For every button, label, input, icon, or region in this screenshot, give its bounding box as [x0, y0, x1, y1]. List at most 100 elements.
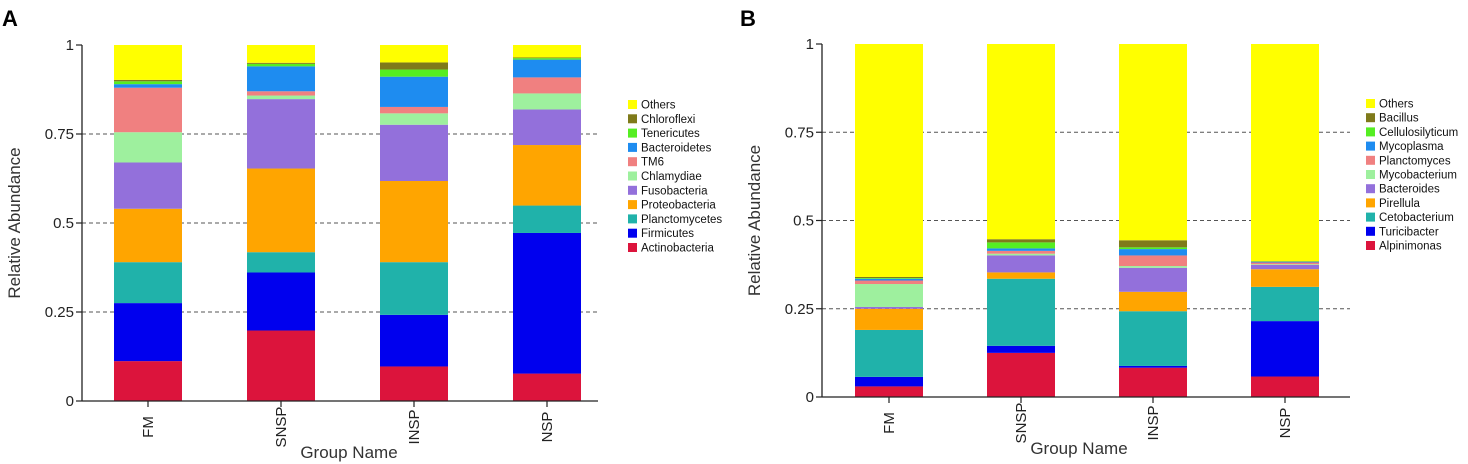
- panel-b-segment-fm-bacteroides: [855, 306, 923, 309]
- panel-b-legend-label-cellulosilyticum: Cellulosilyticum: [1379, 127, 1458, 139]
- panel-a-segment-nsp-proteobacteria: [513, 145, 581, 206]
- panel-a-legend-label-proteobacteria: Proteobacteria: [641, 200, 716, 212]
- panel-b-segment-nsp-mycobacterium: [1251, 264, 1319, 265]
- panel-b-legend-label-mycoplasma: Mycoplasma: [1379, 141, 1444, 153]
- panel-b-y-tick-label: 1: [806, 36, 814, 53]
- panel-a-segment-snsp-planctomycetes: [247, 252, 315, 273]
- panel-a-segment-insp-chlamydiae: [380, 113, 448, 125]
- panel-a-x-tick-label: NSP: [539, 412, 556, 443]
- panel-b-segment-nsp-pirellula: [1251, 269, 1319, 287]
- panel-b-segment-nsp-others: [1251, 44, 1319, 262]
- panel-a-segment-nsp-chlamydiae: [513, 93, 581, 110]
- panel-b-x-tick-label: INSP: [1145, 405, 1162, 440]
- panel-a-segment-fm-tm6: [114, 87, 182, 133]
- panel-a-segment-snsp-tenericutes: [247, 63, 315, 67]
- panel-a-segment-snsp-actinobacteria: [247, 330, 315, 401]
- panel-b-legend-label-mycobacterium: Mycobacterium: [1379, 170, 1457, 182]
- panel-a-legend-swatch-tenericutes: [628, 128, 637, 138]
- panel-a-legend: Others Chloroflexi Tenericutes Bacteroidete…: [628, 100, 722, 255]
- panel-a-bar-snsp: [247, 45, 315, 401]
- panel-a-segment-insp-bacteroidetes: [380, 76, 448, 107]
- panel-b-letter: B: [740, 6, 756, 31]
- panel-a: A 0 0.25 0.5 0.75 1 FM SNSP INSP NSP Group Name Rel…: [2, 6, 722, 462]
- panel-b-segment-snsp-turicibacter: [987, 345, 1055, 353]
- panel-b-segment-nsp-turicibacter: [1251, 321, 1319, 377]
- panel-a-segment-snsp-tm6: [247, 91, 315, 96]
- panel-a-legend-swatch-firmicutes: [628, 228, 637, 238]
- panel-b-bar-fm: [855, 44, 923, 397]
- panel-b-y-tick-label: 0.5: [793, 213, 814, 230]
- panel-b-legend-swatch-mycobacterium: [1366, 170, 1375, 179]
- panel-a-y-tick-label: 0.25: [45, 304, 74, 321]
- panel-b-segment-snsp-bacteroides: [987, 255, 1055, 273]
- panel-b-bar-nsp: [1251, 44, 1319, 397]
- panel-b-legend-swatch-mycoplasma: [1366, 141, 1375, 151]
- panel-b-segment-fm-mycobacterium: [855, 284, 923, 307]
- panel-b-x-tick-label: NSP: [1277, 408, 1294, 439]
- panel-b-segment-fm-cellulosilyticum: [855, 278, 923, 279]
- panel-b-segment-fm-others: [855, 44, 923, 277]
- panel-b-segment-snsp-cellulosilyticum: [987, 242, 1055, 249]
- panel-b-segment-insp-turicibacter: [1119, 365, 1187, 368]
- panel-a-segment-insp-others: [380, 45, 448, 63]
- panel-b-legend-label-bacillus: Bacillus: [1379, 113, 1419, 125]
- panel-b-segment-insp-planctomyces: [1119, 255, 1187, 267]
- panel-a-segment-fm-others: [114, 45, 182, 80]
- panel-a-segment-snsp-bacteroidetes: [247, 66, 315, 92]
- panel-b-segment-snsp-planctomyces: [987, 250, 1055, 254]
- panel-a-segment-insp-chloroflexi: [380, 62, 448, 70]
- panel-b-legend-swatch-planctomyces: [1366, 155, 1375, 165]
- panel-b-segment-insp-pirellula: [1119, 291, 1187, 312]
- panel-a-segment-insp-proteobacteria: [380, 180, 448, 263]
- panel-a-segment-nsp-firmicutes: [513, 232, 581, 374]
- panel-a-y-tick-label: 1: [66, 37, 74, 54]
- panel-a-segment-fm-bacteroidetes: [114, 84, 182, 88]
- panel-b-x-axis-title: Group Name: [1030, 439, 1127, 458]
- panel-b-segment-snsp-mycobacterium: [987, 253, 1055, 256]
- panel-a-y-tick-label: 0.5: [53, 215, 74, 232]
- panel-b-segment-snsp-others: [987, 44, 1055, 240]
- panel-b-segment-nsp-planctomyces: [1251, 262, 1319, 265]
- panel-a-legend-label-tenericutes: Tenericutes: [641, 128, 700, 140]
- panel-a-segment-nsp-others: [513, 45, 581, 58]
- panel-a-legend-swatch-chloroflexi: [628, 114, 637, 124]
- panel-a-segment-insp-actinobacteria: [380, 366, 448, 401]
- panel-a-legend-label-chlamydiae: Chlamydiae: [641, 171, 702, 183]
- panel-b-segment-snsp-mycoplasma: [987, 248, 1055, 251]
- panel-a-x-tick-label: INSP: [406, 409, 423, 444]
- panel-b-y-tick-label: 0.75: [785, 124, 814, 141]
- panel-a-legend-label-others: Others: [641, 100, 676, 112]
- panel-a-segment-insp-planctomycetes: [380, 262, 448, 315]
- panel-a-segment-snsp-fusobacteria: [247, 99, 315, 169]
- panel-a-segment-nsp-tm6: [513, 77, 581, 94]
- panel-b-x-tick-label: SNSP: [1013, 403, 1030, 444]
- panel-a-segment-snsp-others: [247, 45, 315, 63]
- panel-b-segment-fm-planctomyces: [855, 280, 923, 285]
- panel-a-legend-label-fusobacteria: Fusobacteria: [641, 185, 708, 197]
- panel-a-legend-label-tm6: TM6: [641, 157, 664, 169]
- panel-b-legend-label-others: Others: [1379, 99, 1414, 111]
- panel-a-segment-fm-chloroflexi: [114, 79, 182, 82]
- panel-b-bar-insp: [1119, 44, 1187, 397]
- panel-b-segment-nsp-bacteroides: [1251, 264, 1319, 270]
- panel-b-legend-swatch-bacillus: [1366, 113, 1375, 123]
- panel-a-legend-swatch-others: [628, 100, 637, 109]
- panel-b-y-tick-label: 0.25: [785, 301, 814, 318]
- panel-a-segment-snsp-firmicutes: [247, 272, 315, 331]
- panel-a-legend-swatch-proteobacteria: [628, 200, 637, 210]
- panel-a-segment-snsp-chloroflexi: [247, 62, 315, 64]
- panel-b-legend: Others Bacillus Cellulosilyticum Mycoplasma…: [1366, 99, 1458, 253]
- panel-b-segment-snsp-alpinimonas: [987, 352, 1055, 397]
- panel-a-y-tick-label: 0: [66, 393, 74, 410]
- panel-b-segment-insp-cellulosilyticum: [1119, 247, 1187, 250]
- panel-b-segment-snsp-bacillus: [987, 239, 1055, 243]
- panel-a-segment-snsp-chlamydiae: [247, 95, 315, 100]
- panel-b-segment-nsp-alpinimonas: [1251, 376, 1319, 397]
- panel-b-y-tick-label: 0: [806, 389, 814, 406]
- panel-b-segment-insp-alpinimonas: [1119, 367, 1187, 397]
- panel-a-legend-swatch-planctomycetes: [628, 214, 637, 224]
- panel-a-y-tick-label: 0.75: [45, 126, 74, 143]
- panel-b-bar-snsp: [987, 44, 1055, 397]
- panel-b-legend-swatch-cellulosilyticum: [1366, 127, 1375, 137]
